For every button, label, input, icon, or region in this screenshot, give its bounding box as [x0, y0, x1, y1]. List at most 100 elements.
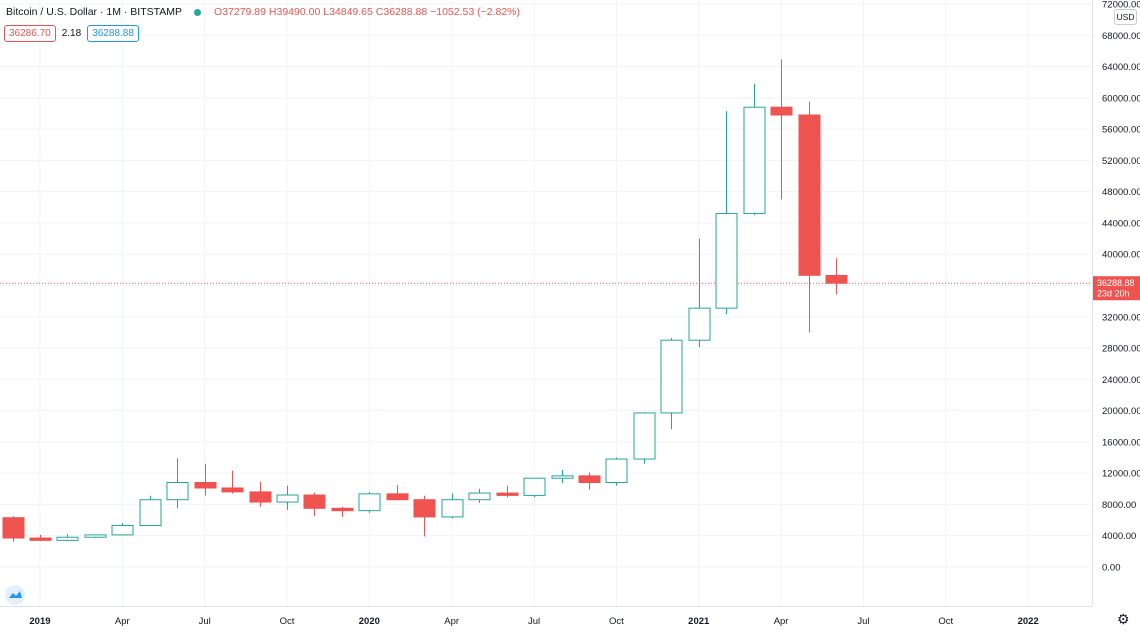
candle-down	[29, 534, 52, 542]
candle-body	[276, 494, 299, 503]
price-tick-label: 16000.00	[1102, 437, 1140, 448]
last-price-tag-background	[1093, 276, 1140, 301]
spread-value: 2.18	[61, 28, 82, 39]
candle-body	[551, 475, 574, 479]
price-tick-label: 60000.00	[1102, 93, 1140, 104]
candle-down	[770, 59, 793, 200]
candle-body	[194, 482, 217, 489]
last-price-tag-value: 36288.88	[1097, 278, 1135, 288]
price-tick-label: 0.00	[1102, 562, 1121, 573]
candle-down	[194, 463, 217, 496]
price-axis[interactable]: 0.00 4000.00 8000.00 12000.00 16000.00 20000.…	[1092, 0, 1140, 606]
candle-up	[84, 534, 107, 539]
price-tick-label: 72000.00	[1102, 0, 1140, 11]
candle-body	[413, 499, 436, 518]
price-tick-label: 8000.00	[1102, 500, 1136, 511]
price-tick-label: 12000.00	[1102, 469, 1140, 480]
close-label: C	[375, 6, 384, 18]
candle-down	[386, 484, 409, 501]
chart-pane[interactable]	[0, 0, 1092, 606]
candle-body	[221, 487, 244, 493]
currency-label[interactable]: USD	[1114, 9, 1137, 25]
candle-down	[331, 506, 354, 517]
candle-body	[111, 525, 134, 536]
low-value: 34849.65	[329, 6, 373, 18]
candle-down	[303, 492, 326, 517]
candle-body	[84, 534, 107, 538]
candle-up	[688, 238, 711, 348]
candle-up	[166, 458, 189, 509]
high-label: H	[268, 6, 277, 18]
price-tick-label: 20000.00	[1102, 406, 1140, 417]
candle-body	[578, 475, 601, 484]
candle-body	[715, 213, 738, 309]
time-tick-label: 2021	[688, 616, 710, 627]
close-value: 36288.88	[383, 6, 428, 18]
candle-body	[139, 499, 162, 527]
candle-body	[56, 536, 79, 541]
open-value: 37279.89	[222, 6, 266, 18]
high-value: 39490.00	[276, 6, 321, 18]
price-tick-label: 52000.00	[1102, 156, 1140, 167]
candlestick-chart[interactable]	[0, 0, 1092, 606]
price-tick-label: 28000.00	[1102, 344, 1140, 355]
candle-down	[825, 258, 848, 295]
candle-body	[468, 492, 491, 501]
time-tick-label: Oct	[938, 616, 953, 627]
time-tick-label: Apr	[444, 616, 459, 627]
last-price-tag-countdown: 23d 20h	[1097, 289, 1130, 299]
candle-down	[413, 495, 436, 537]
time-tick-label: Jul	[857, 616, 869, 627]
tradingview-logo-icon[interactable]	[5, 585, 25, 605]
candle-body	[688, 307, 711, 341]
price-tick-label: 68000.00	[1102, 31, 1140, 42]
candle-down	[578, 472, 601, 490]
time-tick-label: Jul	[199, 616, 211, 627]
buy-price-button[interactable]: 36288.88	[87, 25, 139, 42]
candle-down	[496, 485, 519, 498]
candle-up	[468, 488, 491, 503]
candle-up	[715, 111, 738, 315]
time-tick-label: Jul	[528, 616, 540, 627]
time-tick-label: Oct	[280, 616, 295, 627]
time-tick-label: Apr	[115, 616, 130, 627]
time-tick-label: Oct	[609, 616, 624, 627]
cloud-icon	[9, 591, 22, 598]
symbol-title[interactable]: Bitcoin / U.S. Dollar · 1M · BITSTAMP	[6, 6, 183, 18]
candle-body	[441, 499, 464, 518]
candle-body	[303, 494, 326, 509]
time-axis[interactable]: 2019 Apr Jul Oct 2020 Apr Jul Oct 2021 Apr Jul Oct 2…	[0, 606, 1092, 632]
candle-body	[660, 339, 683, 414]
time-tick-label: 2019	[29, 616, 50, 627]
candle-down	[221, 470, 244, 494]
candle-body	[605, 458, 628, 484]
candle-up	[111, 523, 134, 536]
candle-body	[633, 412, 656, 460]
change-value: −1052.53 (−2.82%)	[430, 6, 520, 18]
candle-up	[660, 337, 683, 430]
candle-body	[770, 106, 793, 116]
candle-body	[2, 517, 25, 539]
gear-icon[interactable]: ⚙	[1117, 611, 1130, 627]
price-tick-label: 32000.00	[1102, 312, 1140, 323]
candle-up	[743, 83, 766, 216]
candle-body	[386, 493, 409, 501]
candle-body	[825, 274, 848, 284]
candle-body	[496, 492, 519, 496]
open-label: O	[214, 6, 223, 18]
candle-up	[358, 491, 381, 514]
price-axis-scale[interactable]: 0.00 4000.00 8000.00 12000.00 16000.00 20000.…	[1092, 0, 1140, 606]
time-tick-label: 2022	[1018, 616, 1039, 627]
sell-price-button[interactable]: 36286.70	[4, 25, 56, 42]
symbol-legend: Bitcoin / U.S. Dollar · 1M · BITSTAMP O3…	[6, 6, 520, 18]
candle-up	[276, 485, 299, 510]
candle-body	[331, 507, 354, 512]
low-label: L	[323, 6, 330, 18]
candle-up	[523, 477, 546, 498]
time-axis-scale[interactable]: 2019 Apr Jul Oct 2020 Apr Jul Oct 2021 Apr Jul Oct 2…	[0, 606, 1092, 632]
price-tick-label: 48000.00	[1102, 187, 1140, 198]
price-tick-label: 64000.00	[1102, 62, 1140, 73]
candle-up	[56, 534, 79, 541]
candle-up	[139, 495, 162, 527]
